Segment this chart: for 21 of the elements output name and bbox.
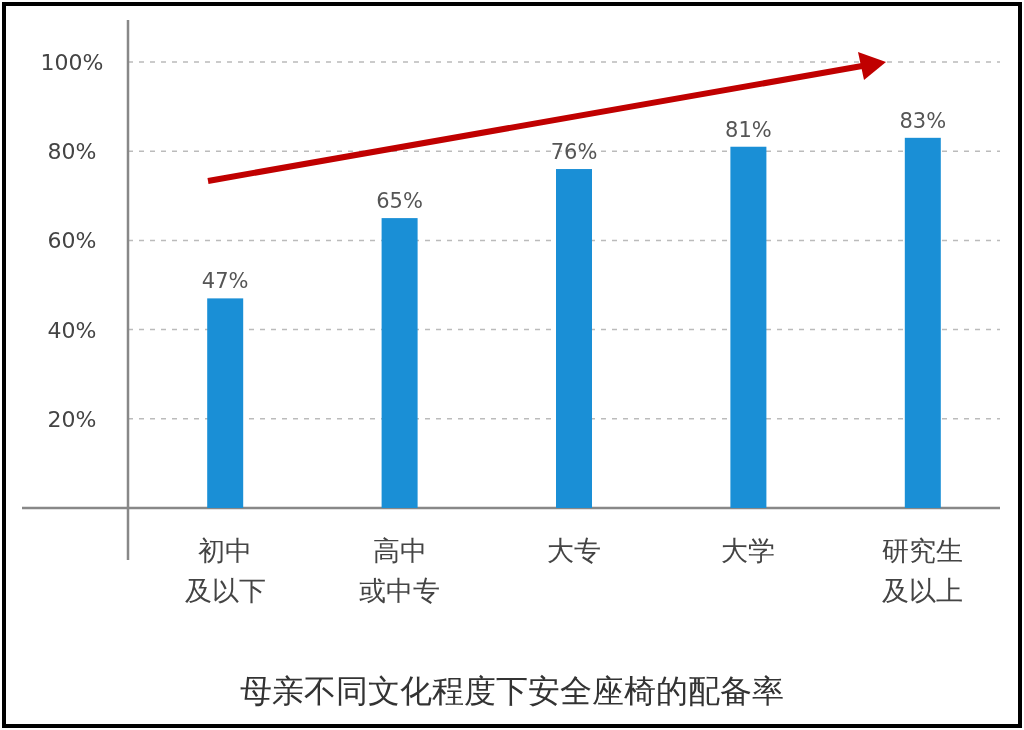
text: 母亲不同文化程度下安全座椅的配备率 [240,672,784,710]
x-tick-label: 大学 [721,535,776,566]
y-tick-label: 80% [47,139,97,165]
x-tick-label: 初中及以下 [184,535,266,606]
data-label: 76% [550,140,598,165]
bar [730,146,767,508]
x-tick-label: 高中或中专 [359,535,441,606]
x-tick-label: 大专 [547,535,601,566]
bar [207,298,244,508]
y-tick-label: 60% [47,228,97,254]
bar [381,218,418,508]
x-tick-label: 研究生及以上 [882,535,964,606]
data-label: 81% [725,117,772,142]
bar [904,137,941,508]
data-label: 65% [376,189,423,214]
y-tick-label: 40% [47,317,97,343]
bar [556,169,592,508]
y-tick-label: 20% [47,406,97,432]
data-label: 47% [201,269,249,294]
data-label: 83% [899,108,947,133]
y-tick-label: 100% [40,50,104,75]
